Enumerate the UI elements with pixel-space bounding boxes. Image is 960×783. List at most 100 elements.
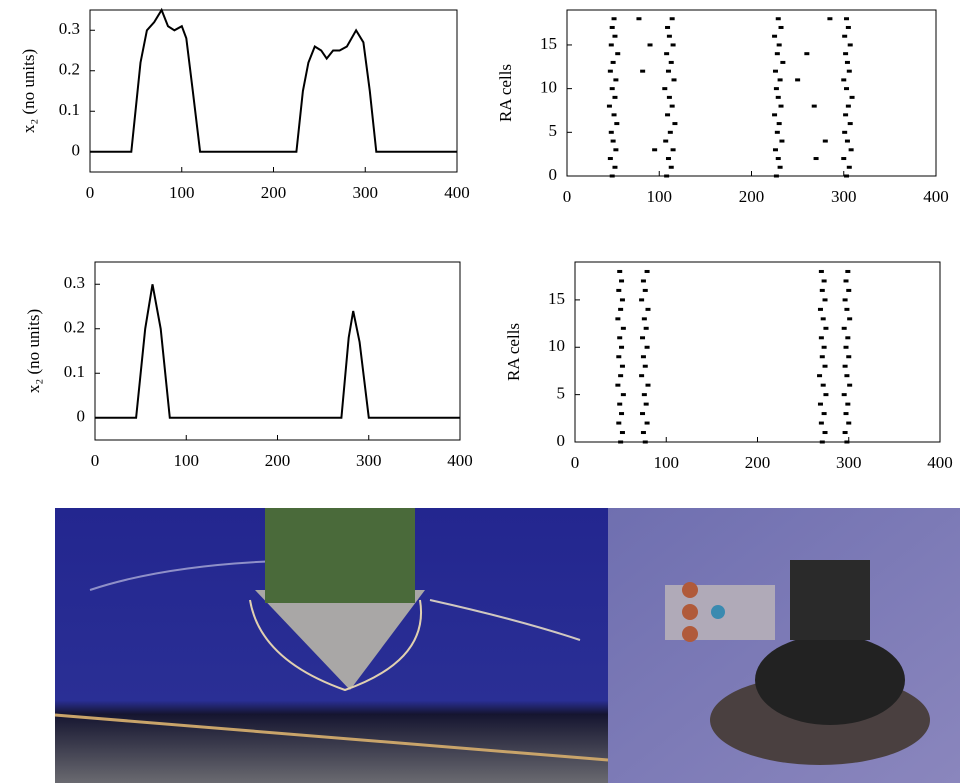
spike [774,130,780,134]
y-tick-label: 0 [557,431,566,450]
spike [616,355,622,359]
spike [818,269,824,273]
spike [842,34,848,38]
x-tick-label: 200 [265,451,291,470]
y-tick-label: 0.2 [59,60,80,79]
chart: 0 100 200 300 400 0 5 10 15 RA cells [504,261,953,472]
spike [845,402,851,406]
spike [777,78,783,82]
spike [811,104,817,108]
spike [772,113,778,117]
spike [844,374,850,378]
spike [644,345,650,349]
x-tick-label: 400 [927,453,953,472]
spike [607,157,613,161]
spike [841,326,847,330]
spike [643,326,649,330]
spike [843,113,849,117]
x-tick-label: 200 [745,453,771,472]
spike [844,17,850,21]
spike [774,52,780,56]
spike [813,157,819,161]
spike [821,279,827,283]
spike [804,52,810,56]
spike [639,298,645,302]
plot-frame [566,9,937,177]
y-tick-label: 5 [557,384,566,403]
spike [820,383,826,387]
spike [644,421,650,425]
spike [608,130,614,134]
spike [818,336,824,340]
spike [609,174,615,178]
spike [842,431,848,435]
spike [827,17,833,21]
spike [664,174,670,178]
spike [844,139,850,143]
spike [847,317,853,321]
y-tick-label: 5 [549,121,558,140]
spike [844,440,850,444]
spike [640,412,646,416]
x-tick-label: 100 [654,453,680,472]
spike [640,279,646,283]
spike [645,307,651,311]
spike [618,374,624,378]
spike [846,421,852,425]
spike [844,174,850,178]
spike [818,421,824,425]
spike [848,148,854,152]
spike [847,383,853,387]
spike [640,69,646,73]
spike [616,421,622,425]
spike [613,148,619,152]
spike [819,288,825,292]
spike [817,402,823,406]
spike [795,78,801,82]
spike [647,43,653,47]
x-tick-label: 200 [739,187,765,206]
spike [615,52,621,56]
spike [620,326,626,330]
spike [639,374,645,378]
spike [776,43,782,47]
spike [845,336,851,340]
spike [612,95,618,99]
spike [619,345,625,349]
spike [841,78,847,82]
spike [778,104,784,108]
spike [636,17,642,21]
spike [618,440,624,444]
spike [667,130,673,134]
spike [779,139,785,143]
spike [619,298,625,302]
x-tick-label: 0 [91,451,100,470]
spike [841,393,847,397]
spike [776,122,782,126]
spike [843,52,849,56]
spike [652,148,658,152]
spike [607,69,613,73]
spike [775,157,781,161]
spike [845,25,851,29]
spike [619,431,625,435]
spike [642,288,648,292]
spike [665,157,671,161]
spike [606,104,612,108]
spike [671,78,677,82]
spike [844,60,850,64]
spike [820,317,826,321]
spike [841,157,847,161]
x-tick-label: 100 [174,451,200,470]
spike [844,307,850,311]
plot-frame [574,261,941,443]
spike [821,412,827,416]
spike [822,139,828,143]
spike [609,87,615,91]
spike [619,364,625,368]
spike [663,139,669,143]
spike [672,122,678,126]
y-tick-label: 0 [549,165,558,184]
